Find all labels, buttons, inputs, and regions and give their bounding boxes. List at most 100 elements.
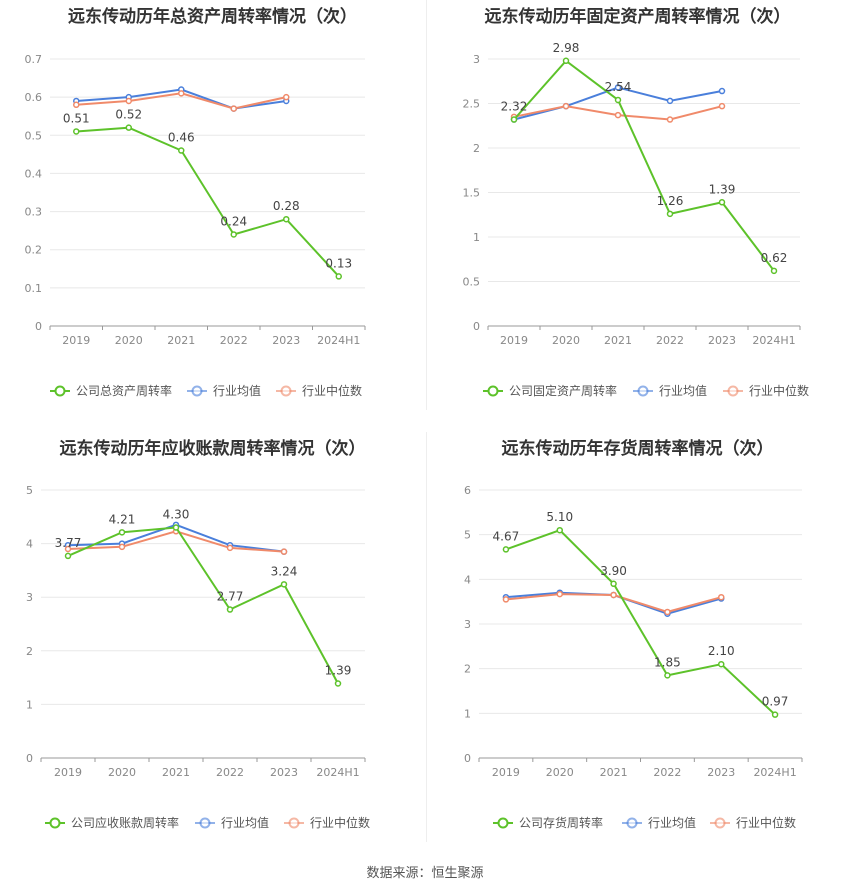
legend-marker-company xyxy=(497,817,509,829)
legend-marker-avg xyxy=(191,385,203,397)
data-label: 1.39 xyxy=(709,182,736,196)
chart-panel-inventory: 远东传动历年存货周转率情况（次） 0 1 2 3 4 5 6 2019 2020 2021 2022… xyxy=(425,432,850,862)
x-tick-label: 2021 xyxy=(600,766,628,779)
x-tick-label: 2021 xyxy=(604,334,632,347)
data-label: 4.30 xyxy=(163,508,190,522)
legend-marker-avg xyxy=(199,817,211,829)
y-tick-label: 4 xyxy=(26,538,33,551)
data-point-median xyxy=(666,116,674,123)
data-point-company xyxy=(562,57,570,65)
x-tick-label: 2020 xyxy=(546,766,574,779)
x-tick-label: 2019 xyxy=(54,766,82,779)
data-label: 3.77 xyxy=(55,536,82,550)
x-tick-label: 2020 xyxy=(108,766,136,779)
x-tick-label: 2023 xyxy=(272,334,300,347)
legend-label: 行业均值 xyxy=(659,383,707,398)
y-tick-label: 0.4 xyxy=(25,167,43,180)
data-label: 1.39 xyxy=(325,663,352,677)
legend-marker-company xyxy=(487,385,499,397)
data-point-company xyxy=(718,660,725,668)
data-label: 0.46 xyxy=(168,131,195,145)
legend-label: 公司固定资产周转率 xyxy=(509,383,617,398)
x-tick-label: 2021 xyxy=(167,334,195,347)
data-label: 2.54 xyxy=(605,80,632,94)
data-point-company xyxy=(125,124,132,131)
data-point-avg xyxy=(614,84,622,91)
data-point-median xyxy=(125,97,132,105)
data-point-median xyxy=(230,105,237,112)
y-tick-label: 1 xyxy=(26,698,33,711)
data-label: 1.26 xyxy=(657,194,684,208)
x-tick-label: 2022 xyxy=(656,334,684,347)
x-tick-label: 2022 xyxy=(216,766,244,779)
x-tick-label: 2024H1 xyxy=(316,766,359,779)
data-label: 0.28 xyxy=(273,199,300,213)
legend-label: 行业中位数 xyxy=(310,815,370,830)
chart-svg: 0 1 2 3 4 5 6 2019 2020 2021 2022 2023 2024H1 4.67 5.1… xyxy=(464,484,803,830)
chart-panel-fixed-assets: 远东传动历年固定资产周转率情况（次） 0 0.5 1 1.5 2 2.5 3 2019 2020… xyxy=(425,0,850,430)
x-tick-label: 2020 xyxy=(115,334,143,347)
data-point-company xyxy=(118,529,126,536)
data-point-company xyxy=(64,552,72,560)
data-point-median xyxy=(64,545,72,553)
y-tick-label: 0.6 xyxy=(25,91,43,104)
data-label: 0.13 xyxy=(325,256,352,270)
y-tick-label: 0.2 xyxy=(25,244,43,257)
data-point-median xyxy=(718,102,726,110)
data-point-company xyxy=(771,711,779,718)
x-tick-label: 2023 xyxy=(708,334,736,347)
data-point-median xyxy=(664,608,671,616)
data-point-company xyxy=(178,147,185,154)
data-point-company xyxy=(664,672,671,679)
y-tick-label: 3 xyxy=(464,618,471,631)
x-tick-label: 2023 xyxy=(270,766,298,779)
data-label: 2.10 xyxy=(708,644,735,658)
y-tick-label: 1.5 xyxy=(463,187,481,200)
data-label: 3.24 xyxy=(271,564,298,578)
data-point-company xyxy=(770,267,778,275)
data-point-median xyxy=(118,543,126,551)
legend-label: 公司应收账款周转率 xyxy=(71,815,179,830)
chart-title: 远东传动历年应收账款周转率情况（次） xyxy=(59,439,366,459)
x-tick-label: 2020 xyxy=(552,334,580,347)
legend-label: 行业均值 xyxy=(221,815,269,830)
y-tick-label: 3 xyxy=(473,53,480,66)
legend-marker-company xyxy=(54,385,66,397)
data-point-median xyxy=(226,544,234,552)
legend-label: 行业中位数 xyxy=(302,383,362,398)
data-point-median xyxy=(502,596,510,603)
data-label: 0.24 xyxy=(220,214,247,228)
y-tick-label: 6 xyxy=(464,484,471,497)
panel-divider xyxy=(426,0,427,410)
y-tick-label: 0.5 xyxy=(463,276,481,289)
legend-marker-median xyxy=(280,385,292,397)
source-note: 数据来源：恒生聚源 xyxy=(366,866,484,881)
x-tick-label: 2023 xyxy=(707,766,735,779)
data-label: 2.98 xyxy=(553,41,580,55)
data-point-company xyxy=(280,581,288,588)
x-tick-label: 2024H1 xyxy=(752,334,795,347)
legend-marker-avg xyxy=(626,817,638,829)
data-point-company xyxy=(666,210,674,218)
y-tick-label: 2.5 xyxy=(463,98,481,111)
data-label: 1.85 xyxy=(654,655,681,669)
data-point-company xyxy=(614,96,622,104)
chart-panel-total-assets: 远东传动历年总资产周转率情况（次） 0 0.1 0.2 0.3 0.4 0.5 0.6 0.7… xyxy=(0,0,425,430)
y-tick-label: 0 xyxy=(35,320,42,333)
legend-marker-median xyxy=(727,385,739,397)
data-label: 0.97 xyxy=(762,695,789,709)
data-point-median xyxy=(73,101,80,109)
legend-marker-company xyxy=(49,817,61,829)
x-tick-label: 2019 xyxy=(62,334,90,347)
x-tick-label: 2019 xyxy=(492,766,520,779)
data-point-company xyxy=(335,273,342,280)
data-point-avg xyxy=(666,97,674,105)
data-label: 0.62 xyxy=(761,251,788,265)
data-label: 2.32 xyxy=(501,100,528,114)
y-tick-label: 2 xyxy=(473,142,480,155)
legend-label: 公司存货周转率 xyxy=(519,815,603,830)
data-point-company xyxy=(556,526,563,534)
y-tick-label: 1 xyxy=(464,707,471,720)
x-tick-label: 2021 xyxy=(162,766,190,779)
chart-panel-receivables: 远东传动历年应收账款周转率情况（次） 0 1 2 3 4 5 2019 2020 2021 202… xyxy=(0,432,425,862)
